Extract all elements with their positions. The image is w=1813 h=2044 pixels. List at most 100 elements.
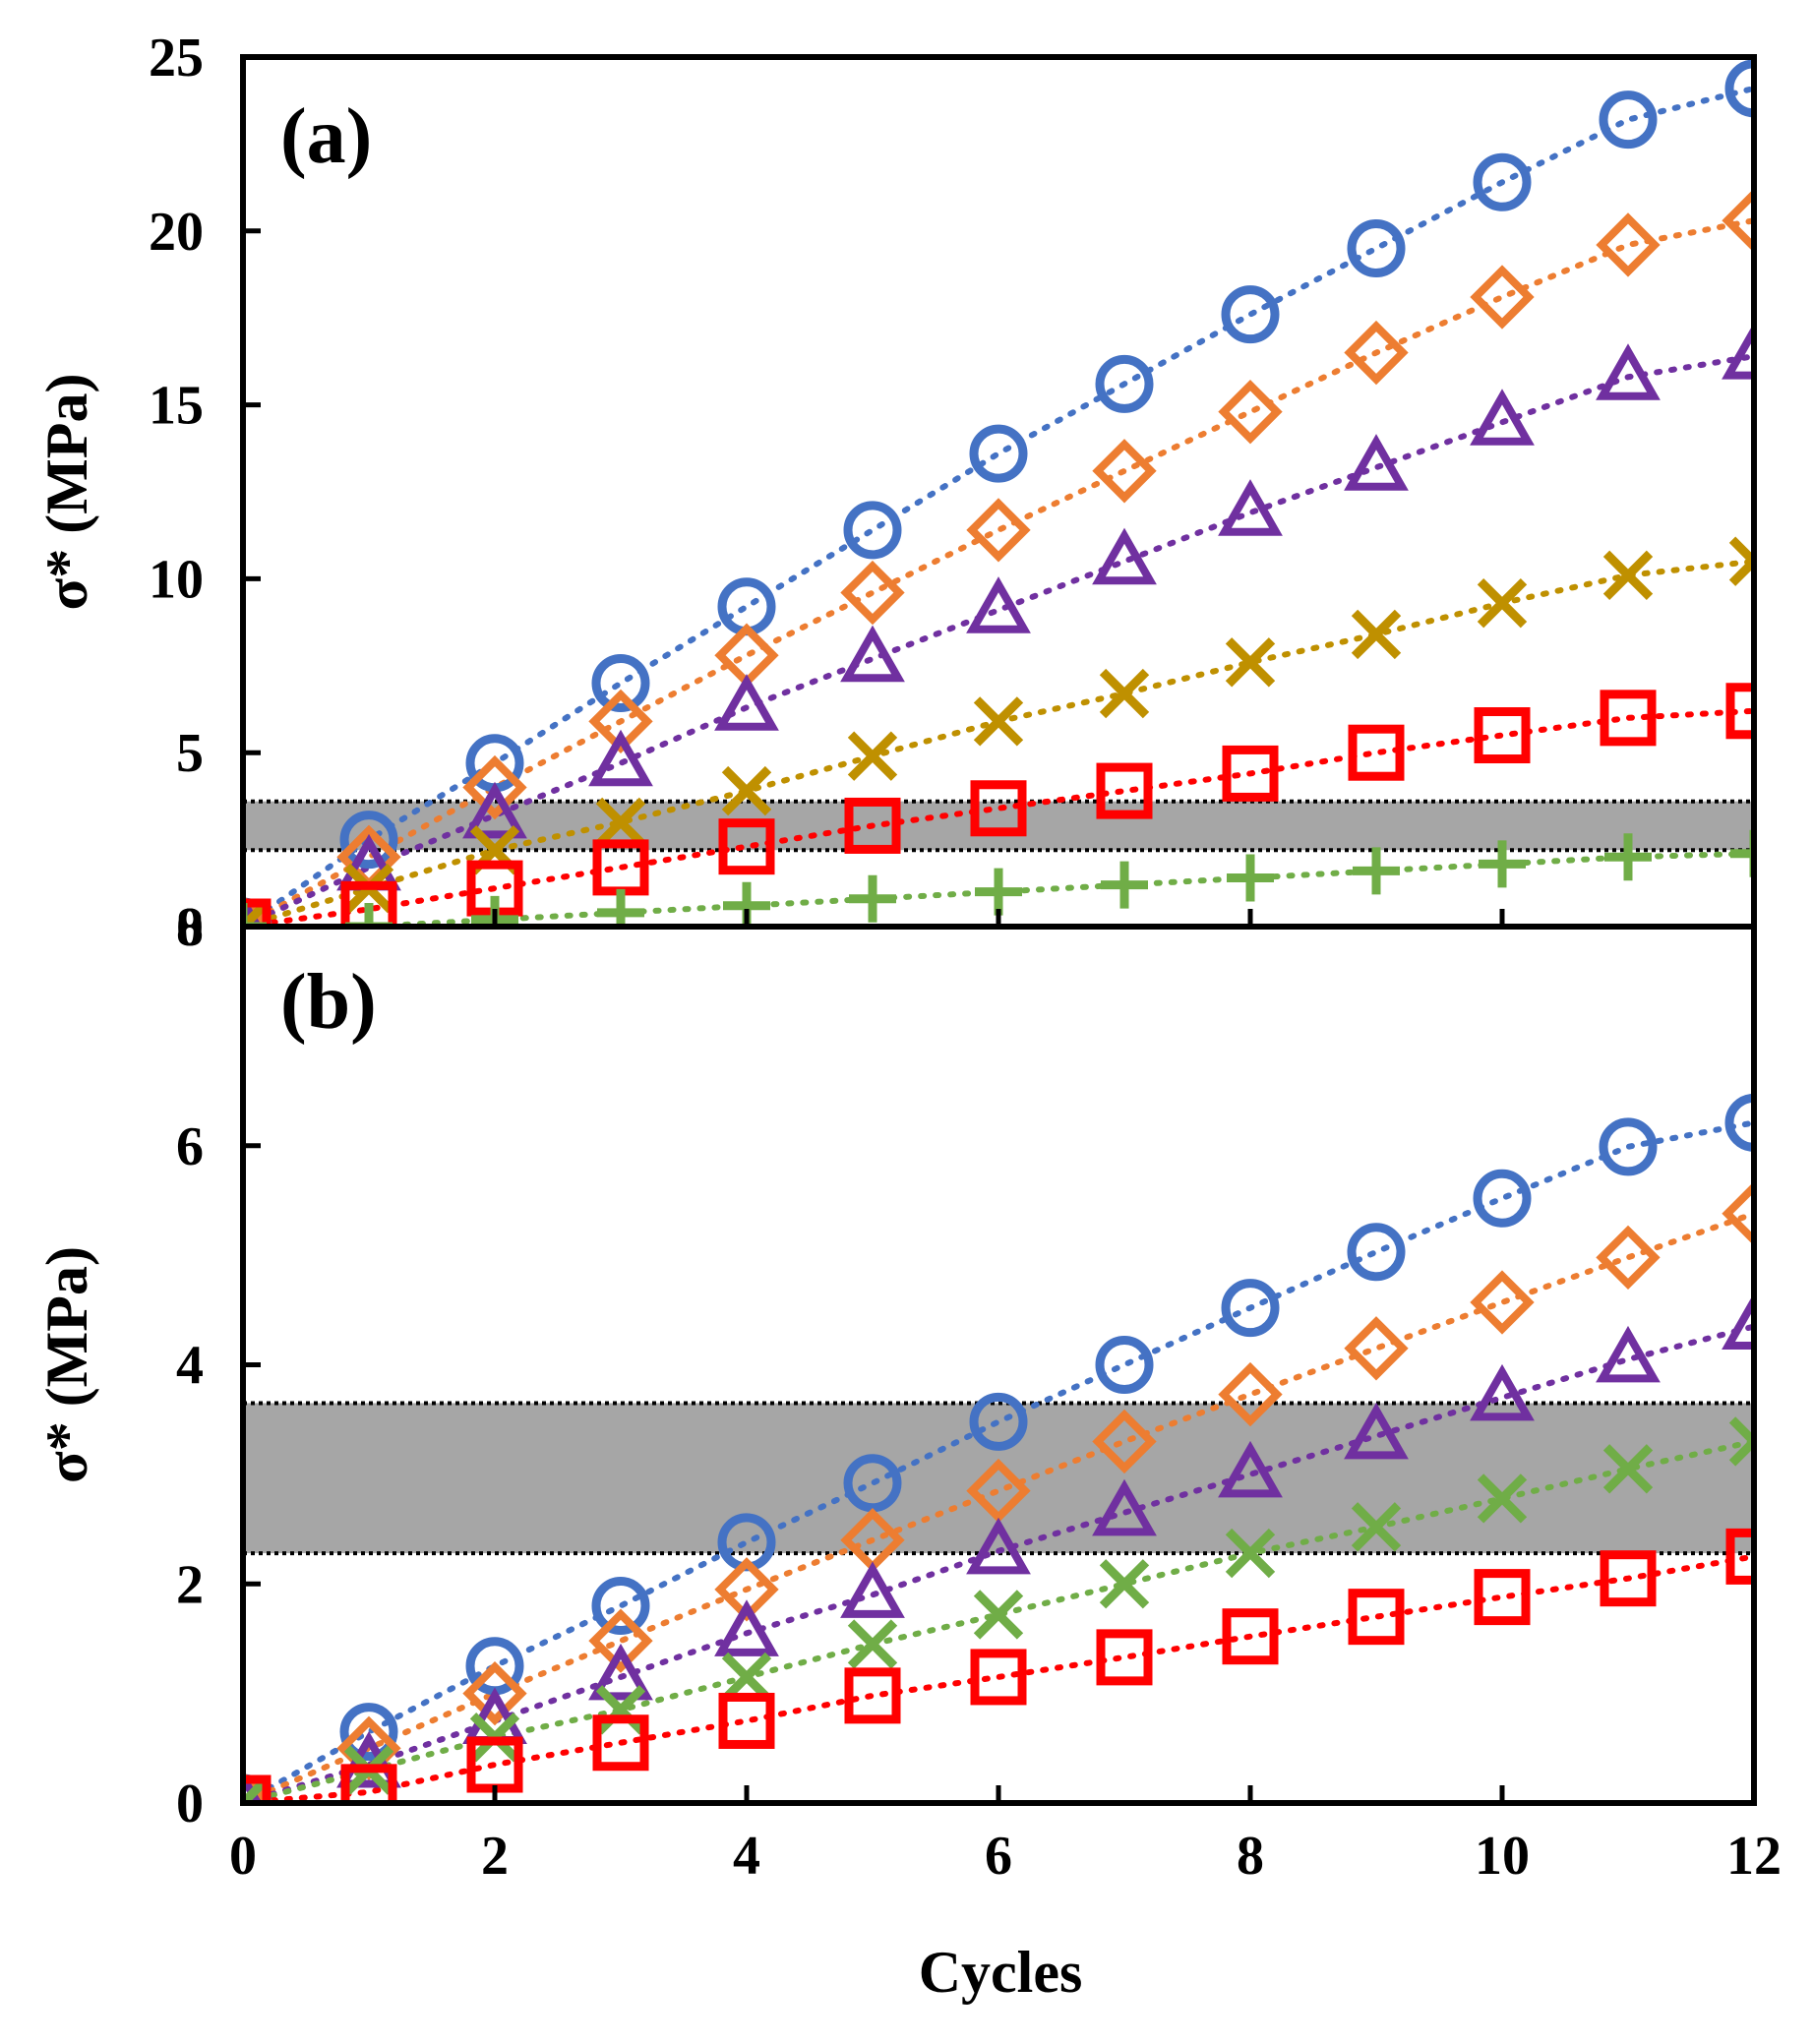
triangle-series-point <box>1344 434 1409 491</box>
square-series-point <box>1348 1589 1405 1646</box>
x-series-point <box>1477 1473 1528 1524</box>
circle-series-point <box>1095 1336 1154 1394</box>
x-series-point <box>1351 609 1402 660</box>
diamond-series-point <box>1092 1409 1157 1474</box>
triangle-series-point <box>1470 1363 1535 1421</box>
circle-series-point <box>1221 285 1280 344</box>
y-axis-title: σ* (MPa) <box>34 374 99 611</box>
triangle-series-point <box>714 674 779 731</box>
triangle-series-point <box>462 781 527 839</box>
x-series-point <box>1225 637 1276 688</box>
diamond-series-point <box>840 560 905 626</box>
triangle-series-point <box>588 1643 653 1701</box>
plus-series-point <box>1353 847 1400 895</box>
diamond-series-point <box>1470 1270 1535 1335</box>
plot-area <box>243 59 1754 927</box>
square-series-point <box>1348 724 1405 781</box>
plus-series-point <box>597 888 644 927</box>
y-tick-label: 5 <box>176 723 204 784</box>
y-tick-label: 8 <box>176 897 204 958</box>
y-axis-title: σ* (MPa) <box>34 1246 99 1483</box>
triangle-series-point <box>1218 479 1283 536</box>
triangle-series-point <box>840 625 905 683</box>
x-tick-label: 0 <box>229 1826 257 1887</box>
x-series-point <box>973 1590 1024 1640</box>
square-series-point <box>1222 745 1279 802</box>
triangle-series-point <box>1092 1478 1157 1536</box>
triangle-series-point <box>588 729 653 787</box>
plus-series-point <box>1730 829 1754 877</box>
diamond-series-point <box>243 1771 275 1803</box>
x-series-point <box>721 765 772 816</box>
triangle-series-point <box>1218 1440 1283 1498</box>
circle-series-point <box>591 1577 650 1636</box>
plus-series-point <box>1101 861 1148 909</box>
diamond-series-point <box>1470 265 1535 330</box>
diamond-series-point <box>1596 212 1661 277</box>
triangle-series-point <box>1344 1402 1409 1460</box>
square-series-point <box>340 1764 397 1803</box>
circle-series-point <box>1095 354 1154 413</box>
diamond-series-point <box>588 1608 653 1673</box>
x-series-point <box>595 797 646 848</box>
square-series-point <box>1474 707 1531 764</box>
x-series-point <box>847 731 898 781</box>
square-series-point <box>340 880 397 927</box>
circle-series-point <box>1724 59 1754 118</box>
square-series-point <box>1096 1629 1153 1686</box>
circle-series-point <box>843 501 902 560</box>
square-series-point <box>1096 762 1153 819</box>
diamond-series-line <box>243 1210 1754 1803</box>
triangle-series-line <box>243 353 1754 927</box>
x-tick-label: 2 <box>481 1826 509 1887</box>
square-series-point <box>718 818 775 875</box>
x-series-point <box>1351 1502 1402 1552</box>
x-tick-label: 8 <box>1237 1826 1264 1887</box>
x-series-point <box>1099 1559 1150 1609</box>
diamond-series-point <box>714 623 779 688</box>
square-series-point <box>970 780 1027 837</box>
circle-series-line <box>243 1119 1754 1803</box>
panel-a: 0 5 10 15 20 25 σ* (MPa) (a) <box>34 28 1757 958</box>
circle-series-point <box>339 811 398 870</box>
square-series-point <box>844 1667 901 1724</box>
triangle-series-point <box>243 1769 263 1803</box>
square-series-point <box>1725 683 1754 740</box>
square-series-line <box>243 1553 1754 1803</box>
x-tick-label: 4 <box>733 1826 760 1887</box>
circle-series-point <box>1473 152 1532 211</box>
circle-series-point <box>1347 1223 1406 1282</box>
circle-series-point <box>1599 90 1658 150</box>
circle-series-point <box>1221 1279 1280 1338</box>
x-series-point <box>1602 550 1654 601</box>
diamond-series-point <box>1344 1316 1409 1381</box>
x-series-point <box>847 1619 898 1669</box>
triangle-series-point <box>714 1599 779 1656</box>
circle-series-point <box>1473 1169 1532 1228</box>
diamond-series-point <box>1218 380 1283 445</box>
diamond-series-point <box>1596 1225 1661 1291</box>
x-series-point <box>595 1685 646 1735</box>
diamond-series-point <box>462 754 527 820</box>
square-series-point <box>1725 1528 1754 1585</box>
diamond-series-point <box>1092 439 1157 504</box>
square-series-point <box>592 1714 649 1772</box>
diamond-series-point <box>243 894 275 927</box>
circle-series-point <box>969 424 1028 483</box>
square-series-point <box>718 1692 775 1749</box>
triangle-series-point <box>966 576 1031 633</box>
x-axis-title: Cycles <box>919 1940 1083 2005</box>
x-series-point <box>1225 1528 1276 1579</box>
plus-series-point <box>1479 840 1526 888</box>
y-tick-label: 20 <box>149 202 204 263</box>
square-series-line <box>243 707 1754 927</box>
y-tick-label: 0 <box>176 897 204 958</box>
diamond-series-point <box>1344 320 1409 386</box>
circle-series-point <box>1724 1093 1754 1152</box>
triangle-series-point <box>1722 323 1754 380</box>
square-series-point <box>1474 1569 1531 1626</box>
plus-series-point <box>345 903 393 927</box>
diamond-series-point <box>1722 1181 1754 1246</box>
